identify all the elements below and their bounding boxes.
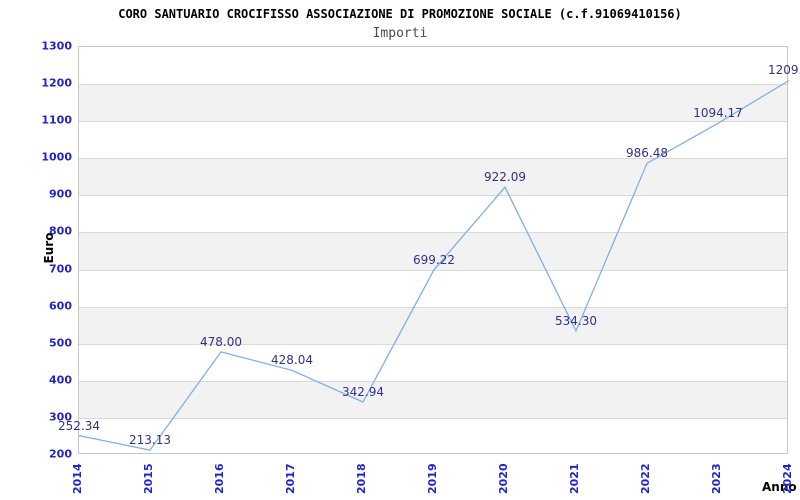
background-band [79,84,787,122]
plot-area: 252.34 213.13 478.00 428.04 342.94 699.22 922.… [58,46,800,454]
value-label: 342.94 [342,384,384,399]
y-tick-label: 300 [49,410,72,424]
value-label: 252.34 [58,418,100,433]
y-gridline [79,84,787,86]
y-gridline [79,232,787,234]
y-tick-label: 500 [49,336,72,350]
background-band [79,380,787,418]
value-label: 1094.17 [693,106,743,121]
value-label: 922.09 [484,170,526,185]
x-tick-label: 2015 [142,463,155,494]
y-gridline [79,306,787,308]
y-tick-label: 200 [49,447,72,461]
x-tick-label: 2016 [213,463,226,494]
y-tick-label: 1200 [41,76,72,90]
y-gridline [79,417,787,419]
series-svg [78,79,790,451]
y-tick-label: 1000 [41,150,72,164]
y-gridline [79,343,787,345]
y-gridline [79,269,787,271]
y-gridline [79,380,787,382]
value-label: 213.13 [129,433,171,448]
x-tick-label: 2023 [710,463,723,494]
value-label: 1209.8 [768,63,800,78]
y-gridline [79,158,787,160]
chart-title: CORO SANTUARIO CROCIFISSO ASSOCIAZIONE D… [118,7,682,21]
x-tick-label: 2022 [639,463,652,494]
background-band [79,158,787,196]
y-tick-label: 800 [49,224,72,238]
x-tick-label: 2024 [781,463,794,494]
x-tick-label: 2021 [568,463,581,494]
y-gridline [79,121,787,123]
background-band [79,232,787,270]
x-tick-label: 2019 [426,463,439,494]
value-label: 986.48 [626,146,668,161]
y-tick-label: 600 [49,299,72,313]
y-tick-label: 400 [49,373,72,387]
y-tick-label: 700 [49,262,72,276]
x-tick-label: 2020 [497,463,510,494]
y-gridline [79,195,787,197]
x-axis-title: Anno [762,480,797,494]
value-label: 699.22 [413,252,455,267]
y-tick-label: 900 [49,187,72,201]
x-tick-label: 2017 [284,463,297,494]
x-tick-label: 2014 [71,463,84,494]
series-line [78,79,790,451]
background-band [79,306,787,344]
y-tick-label: 1100 [41,113,72,127]
y-tick-label: 1300 [41,39,72,53]
value-label: 478.00 [200,334,242,349]
x-tick-label: 2018 [355,463,368,494]
value-label: 428.04 [271,353,313,368]
chart-subtitle: Importi [372,26,428,41]
value-label: 534.30 [555,314,597,328]
